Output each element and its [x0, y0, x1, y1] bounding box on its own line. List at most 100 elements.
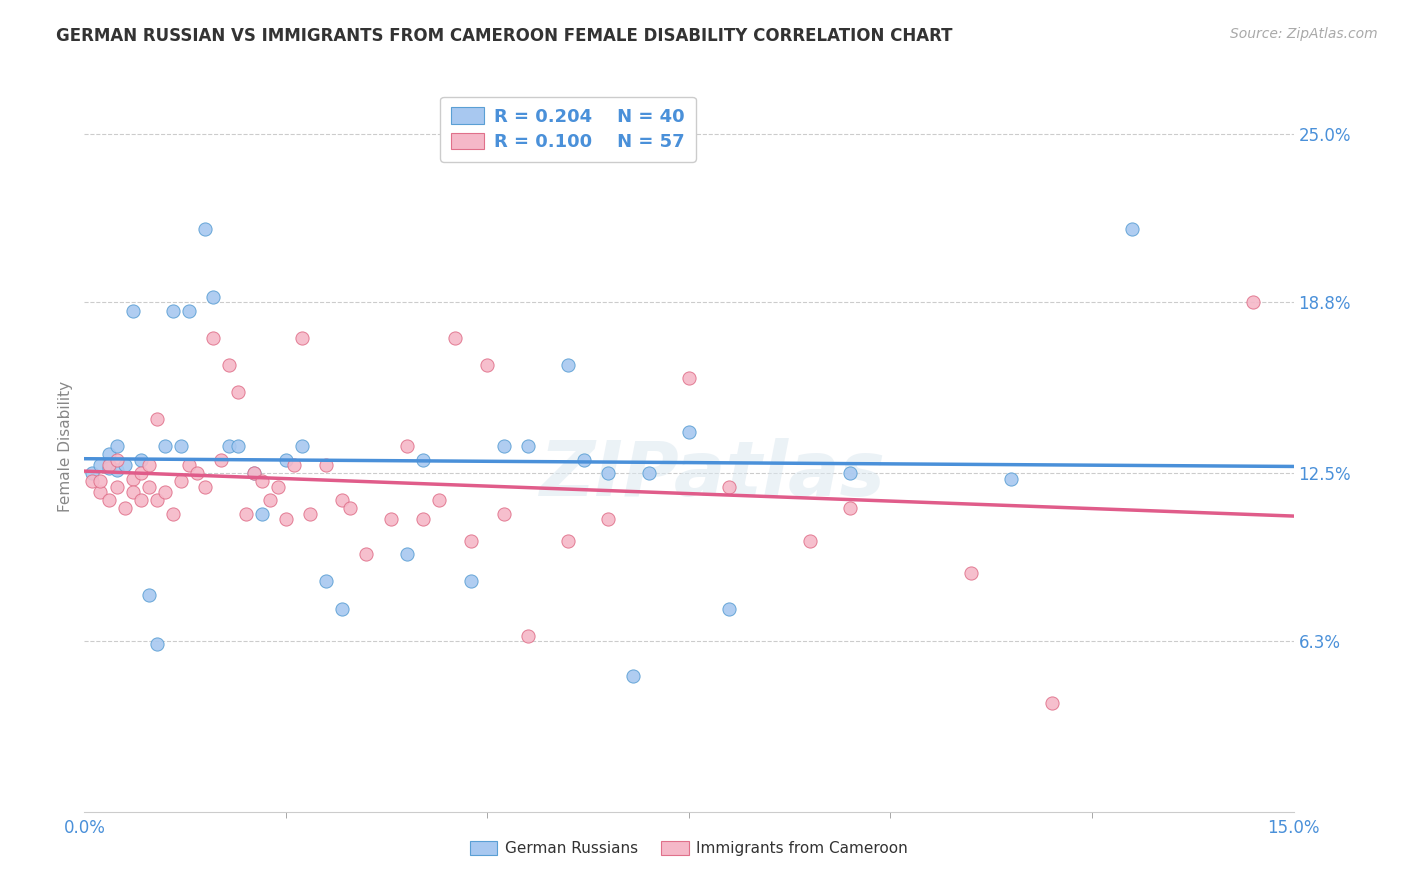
Point — [339, 501, 361, 516]
Point — [444, 331, 467, 345]
Point — [274, 512, 297, 526]
Point — [492, 439, 515, 453]
Point — [395, 547, 418, 561]
Point — [960, 566, 983, 581]
Point — [291, 331, 314, 345]
Text: Source: ZipAtlas.com: Source: ZipAtlas.com — [1230, 27, 1378, 41]
Point — [105, 463, 128, 477]
Point — [105, 439, 128, 453]
Point — [460, 533, 482, 548]
Point — [153, 485, 176, 500]
Point — [516, 439, 538, 453]
Point — [153, 439, 176, 453]
Point — [477, 358, 499, 372]
Point — [89, 474, 111, 488]
Point — [678, 425, 700, 440]
Point — [621, 669, 644, 683]
Point — [412, 512, 434, 526]
Point — [194, 480, 217, 494]
Y-axis label: Female Disability: Female Disability — [58, 380, 73, 512]
Text: GERMAN RUSSIAN VS IMMIGRANTS FROM CAMEROON FEMALE DISABILITY CORRELATION CHART: GERMAN RUSSIAN VS IMMIGRANTS FROM CAMERO… — [56, 27, 953, 45]
Point — [226, 439, 249, 453]
Point — [242, 466, 264, 480]
Point — [492, 507, 515, 521]
Point — [283, 458, 305, 472]
Point — [218, 358, 240, 372]
Point — [121, 485, 143, 500]
Point — [678, 371, 700, 385]
Point — [557, 533, 579, 548]
Point — [194, 222, 217, 236]
Point — [89, 485, 111, 500]
Point — [1121, 222, 1143, 236]
Point — [839, 466, 862, 480]
Point — [274, 452, 297, 467]
Point — [427, 493, 450, 508]
Point — [637, 466, 659, 480]
Point — [146, 637, 169, 651]
Point — [291, 439, 314, 453]
Point — [799, 533, 821, 548]
Point — [105, 452, 128, 467]
Point — [250, 474, 273, 488]
Point — [242, 466, 264, 480]
Point — [97, 460, 120, 475]
Point — [315, 458, 337, 472]
Point — [89, 458, 111, 472]
Point — [170, 439, 193, 453]
Point — [1040, 697, 1063, 711]
Point — [129, 493, 152, 508]
Point — [138, 480, 160, 494]
Point — [170, 474, 193, 488]
Point — [267, 480, 290, 494]
Legend: German Russians, Immigrants from Cameroon: German Russians, Immigrants from Cameroo… — [464, 835, 914, 863]
Point — [395, 439, 418, 453]
Point — [97, 493, 120, 508]
Point — [1000, 471, 1022, 485]
Point — [162, 507, 184, 521]
Point — [162, 303, 184, 318]
Point — [105, 480, 128, 494]
Point — [299, 507, 322, 521]
Text: ZIPatlas: ZIPatlas — [540, 438, 886, 512]
Point — [598, 512, 620, 526]
Point — [146, 412, 169, 426]
Point — [259, 493, 281, 508]
Point — [129, 466, 152, 480]
Point — [718, 601, 741, 615]
Point — [179, 303, 201, 318]
Point — [97, 458, 120, 472]
Point — [146, 493, 169, 508]
Point — [226, 384, 249, 399]
Point — [598, 466, 620, 480]
Point — [138, 588, 160, 602]
Point — [121, 471, 143, 485]
Point — [202, 290, 225, 304]
Point — [839, 501, 862, 516]
Point — [330, 493, 353, 508]
Point — [114, 458, 136, 472]
Point — [218, 439, 240, 453]
Point — [315, 574, 337, 589]
Point — [179, 458, 201, 472]
Point — [460, 574, 482, 589]
Point — [572, 452, 595, 467]
Point — [121, 303, 143, 318]
Point — [114, 501, 136, 516]
Point — [380, 512, 402, 526]
Point — [97, 447, 120, 461]
Point — [516, 629, 538, 643]
Point — [356, 547, 378, 561]
Point — [138, 458, 160, 472]
Point — [718, 480, 741, 494]
Point — [557, 358, 579, 372]
Point — [1241, 295, 1264, 310]
Point — [209, 452, 232, 467]
Point — [235, 507, 257, 521]
Point — [186, 466, 208, 480]
Point — [412, 452, 434, 467]
Point — [129, 452, 152, 467]
Point — [250, 507, 273, 521]
Point — [330, 601, 353, 615]
Point — [202, 331, 225, 345]
